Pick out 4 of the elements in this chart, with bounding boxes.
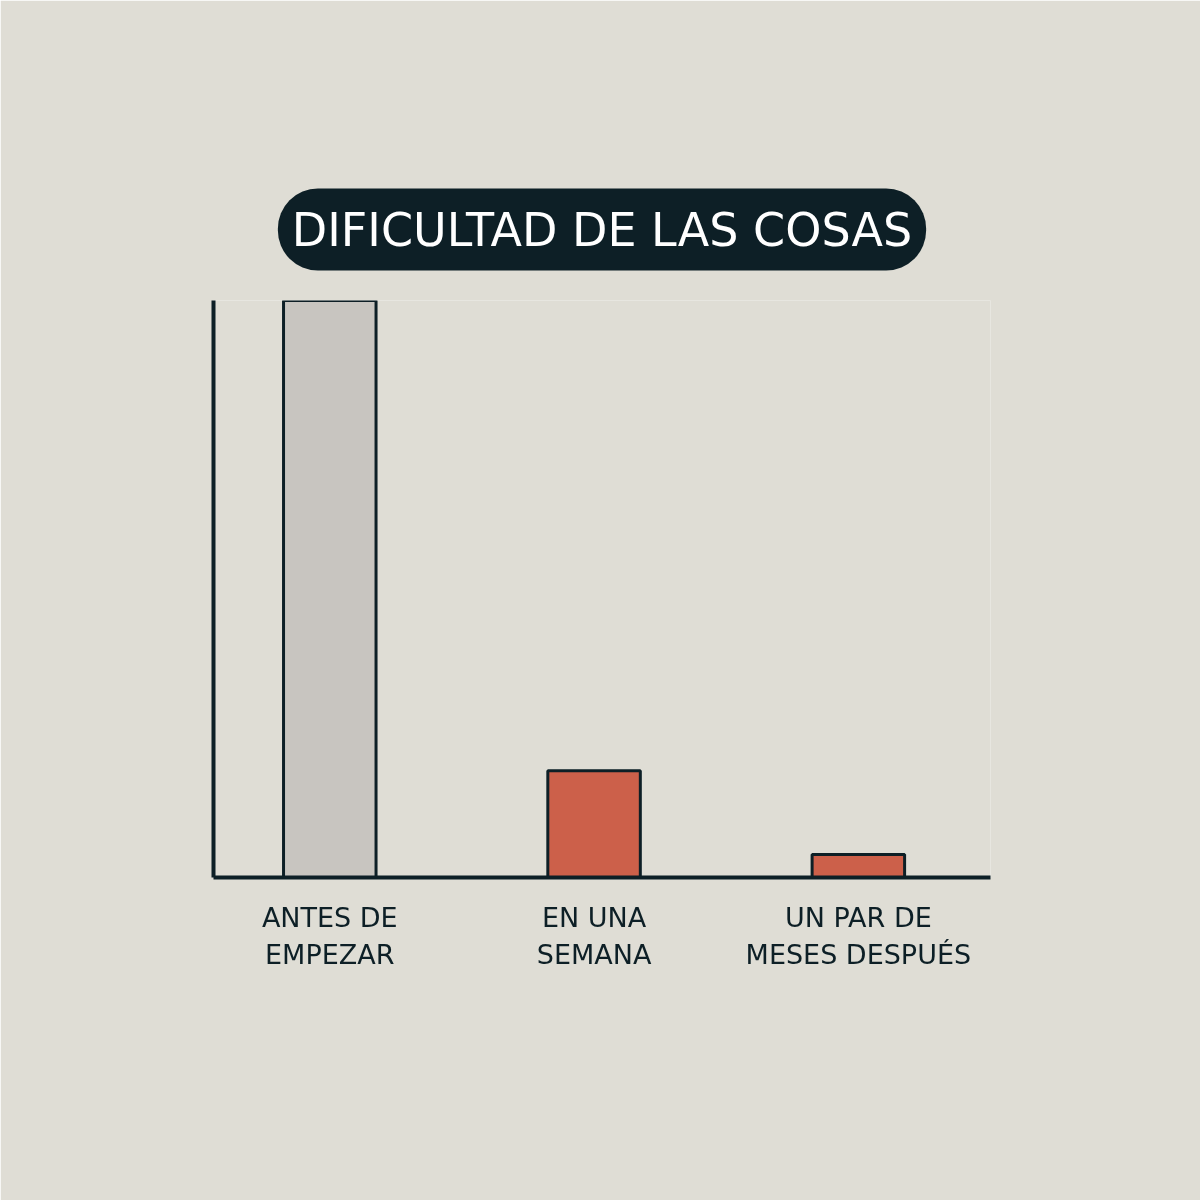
x-tick-label: ANTES DE EMPEZAR xyxy=(261,901,398,970)
x-tick-label: EN UNA SEMANA xyxy=(536,901,652,970)
x-tick-label: UN PAR DE MESES DESPUÉS xyxy=(745,901,972,970)
chart-title: DIFICULTAD DE LAS COSAS xyxy=(291,202,913,257)
